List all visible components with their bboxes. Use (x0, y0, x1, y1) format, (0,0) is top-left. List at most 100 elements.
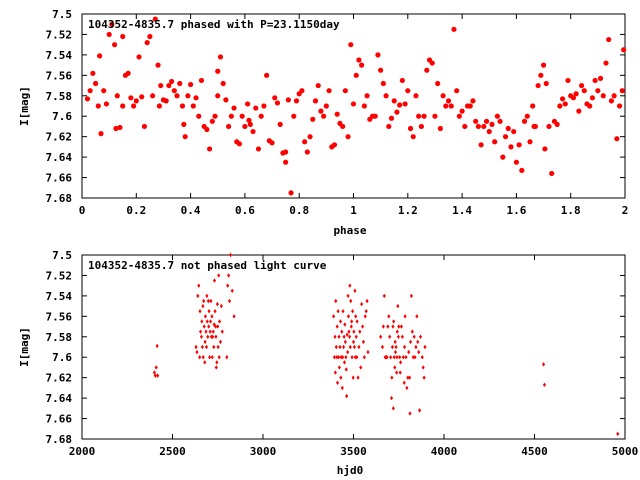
x-tick-label: 5000 (612, 445, 639, 458)
data-point (223, 97, 229, 103)
data-point (147, 33, 153, 40)
x-tick-label: 0.8 (289, 204, 309, 217)
data-point (335, 355, 339, 360)
data-point (334, 344, 338, 350)
data-point (228, 113, 234, 119)
phased-light-curve-plot: 7.5 7.52 7.54 7.56 7.58 7.6 7.62 7.64 7.66 7.68 0… (18, 8, 628, 237)
data-point (334, 298, 338, 304)
y-tick-label: 7.68 (46, 192, 73, 205)
data-point (318, 108, 324, 114)
data-point (492, 139, 498, 145)
data-point (341, 309, 345, 314)
data-point (391, 98, 397, 104)
data-point (467, 103, 473, 109)
data-point (396, 334, 400, 339)
y-tick-label: 7.56 (46, 310, 73, 323)
data-point (540, 62, 547, 68)
x-tick-label: 1.2 (398, 204, 418, 217)
data-point (209, 118, 215, 124)
data-point (212, 113, 218, 119)
data-point (417, 349, 421, 355)
data-point (394, 109, 400, 115)
y-tick-label: 7.54 (46, 49, 73, 62)
data-point (207, 324, 211, 329)
data-point (196, 293, 200, 299)
data-point (342, 88, 348, 94)
plot-title: 104352-4835.7 not phased light curve (88, 259, 327, 272)
x-tick-label: 2000 (69, 445, 96, 458)
data-point (400, 334, 404, 339)
data-point (87, 88, 93, 94)
data-point (341, 355, 345, 360)
x-axis: 2000 2500 3000 3500 4000 4500 5000 (69, 255, 639, 458)
data-point (120, 103, 126, 109)
data-point (215, 93, 221, 99)
x-tick-label: 1 (350, 204, 357, 217)
data-point (543, 80, 549, 87)
data-point (272, 95, 278, 101)
data-point (407, 349, 411, 355)
data-point (347, 329, 351, 334)
data-point (395, 329, 399, 334)
data-point (158, 82, 164, 89)
data-point (372, 113, 378, 119)
data-point (549, 170, 555, 177)
data-point (204, 329, 208, 334)
data-point (361, 103, 367, 109)
data-point (226, 123, 232, 130)
data-point (562, 101, 568, 107)
data-point (215, 360, 219, 365)
data-point (497, 118, 503, 124)
data-point (394, 344, 398, 350)
data-point (136, 54, 142, 60)
data-point (149, 93, 156, 99)
data-point (226, 283, 230, 288)
data-point (109, 21, 115, 27)
data-point (379, 334, 383, 339)
data-point (220, 329, 224, 334)
data-point (307, 134, 313, 140)
y-tick-label: 7.54 (46, 290, 73, 303)
data-point (578, 82, 585, 89)
data-point (213, 309, 217, 314)
data-point (247, 121, 253, 127)
data-point (98, 131, 104, 137)
data-point (345, 393, 349, 399)
data-point (403, 314, 407, 319)
data-point (326, 88, 332, 94)
data-point (408, 339, 413, 345)
data-point (277, 121, 283, 127)
data-point (401, 355, 405, 360)
data-point (489, 121, 495, 127)
data-point (421, 113, 427, 119)
data-point (616, 431, 620, 437)
data-point (356, 57, 362, 63)
data-point (215, 301, 219, 307)
data-point (346, 314, 350, 319)
data-point (412, 334, 416, 339)
data-point (332, 355, 337, 360)
data-point (359, 62, 365, 68)
data-point (349, 298, 353, 304)
data-point (399, 77, 405, 84)
data-point (230, 288, 234, 293)
data-point (351, 375, 355, 380)
data-points (152, 252, 620, 437)
data-point (406, 375, 410, 380)
data-point (206, 298, 210, 304)
y-tick-label: 7.66 (46, 413, 73, 426)
data-point (619, 88, 625, 94)
data-point (348, 283, 352, 288)
data-point (245, 101, 251, 107)
data-point (208, 319, 213, 324)
data-point (207, 146, 213, 152)
y-tick-label: 7.6 (52, 351, 72, 364)
data-point (375, 52, 381, 58)
data-point (451, 26, 457, 32)
data-point (389, 395, 394, 401)
data-point (194, 344, 198, 350)
data-point (403, 344, 407, 350)
data-point (340, 329, 344, 334)
data-point (481, 123, 487, 130)
